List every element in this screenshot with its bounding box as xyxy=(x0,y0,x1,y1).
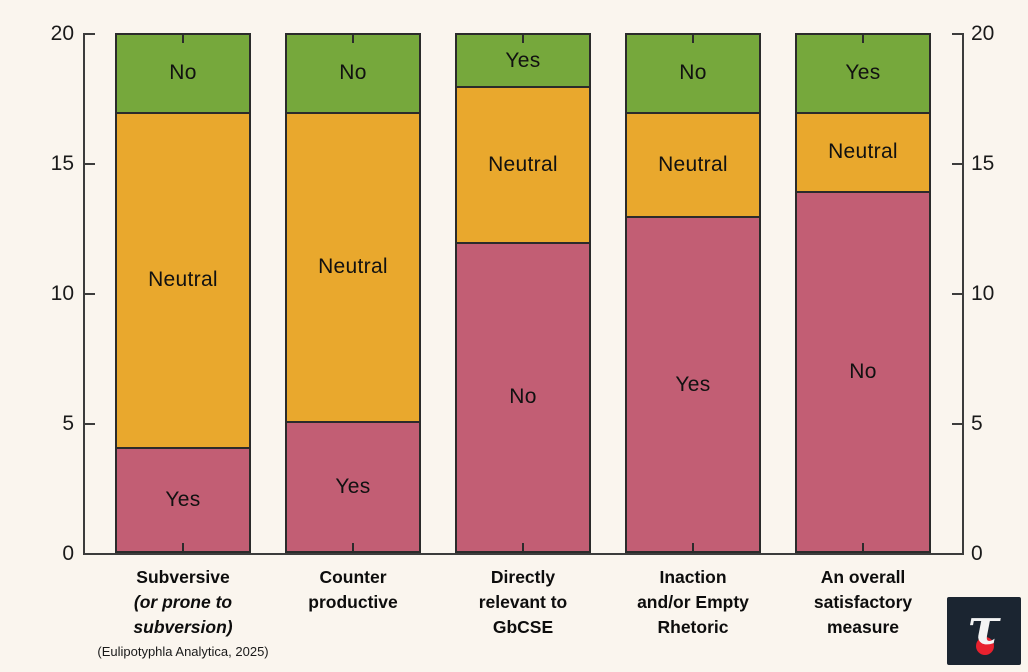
x-tick-bottom xyxy=(522,543,524,551)
bar-segment-no: No xyxy=(457,241,589,551)
category-label-line: satisfactory xyxy=(813,592,913,612)
category-label-line: Directly xyxy=(490,567,556,587)
category-label-line: (or prone to xyxy=(133,592,233,612)
category-label: Subversive (or prone to subversion) (Eulipo… xyxy=(91,565,275,661)
x-tick-top xyxy=(862,35,864,43)
stacked-bar: No Neutral Yes xyxy=(115,33,251,553)
y-tick-label-right: 10 xyxy=(971,282,995,305)
x-tick-top xyxy=(182,35,184,43)
y-tick-label-left: 5 xyxy=(62,412,74,435)
bar-segment-neutral: Neutral xyxy=(797,111,929,191)
segment-label: Yes xyxy=(845,61,881,85)
bar-segment-neutral: Neutral xyxy=(117,111,249,447)
x-tick-top xyxy=(692,35,694,43)
y-tick-label-left: 15 xyxy=(50,152,74,175)
category-label-line: productive xyxy=(308,592,398,612)
y-tick-left xyxy=(85,423,95,425)
y-tick-label-left: 0 xyxy=(62,542,74,565)
segment-label: Neutral xyxy=(148,268,218,292)
y-tick-left xyxy=(85,293,95,295)
x-tick-bottom xyxy=(352,543,354,551)
y-tick-label-left: 20 xyxy=(50,22,74,45)
segment-label: No xyxy=(849,359,877,383)
category-label-line: Inaction xyxy=(659,567,727,587)
category-label-line: subversion) xyxy=(133,617,233,637)
bar-segment-yes: Yes xyxy=(117,446,249,551)
category-label: Counter productive xyxy=(261,565,445,615)
y-tick-left xyxy=(85,33,95,35)
x-tick-bottom xyxy=(692,543,694,551)
y-tick-label-right: 20 xyxy=(971,22,995,45)
segment-label: No xyxy=(169,61,197,85)
bar-segment-no: No xyxy=(627,35,759,112)
segment-label: Neutral xyxy=(658,153,728,176)
stacked-bar: Yes Neutral No xyxy=(455,33,591,553)
y-tick-label-right: 5 xyxy=(971,412,983,435)
x-tick-bottom xyxy=(862,543,864,551)
bar-segment-neutral: Neutral xyxy=(627,111,759,217)
segment-label: Yes xyxy=(335,475,371,498)
segment-label: Yes xyxy=(675,372,711,396)
y-tick-right xyxy=(952,553,962,555)
category-label-line: GbCSE xyxy=(492,617,554,637)
category-label-line: relevant to xyxy=(478,592,568,612)
y-tick-right xyxy=(952,33,962,35)
stacked-bar: No Neutral Yes xyxy=(625,33,761,553)
y-tick-left xyxy=(85,163,95,165)
bar-segment-no: No xyxy=(117,35,249,112)
stacked-bar: Yes Neutral No xyxy=(795,33,931,553)
stacked-bar: No Neutral Yes xyxy=(285,33,421,553)
x-tick-top xyxy=(352,35,354,43)
y-tick-label-left: 10 xyxy=(50,282,74,305)
tau-logo-icon: τ xyxy=(967,597,1001,656)
bar-segment-yes: Yes xyxy=(457,35,589,87)
bar-segment-yes: Yes xyxy=(287,421,419,551)
category-label-line: measure xyxy=(827,617,899,637)
category-label-line: Rhetoric xyxy=(657,617,729,637)
bar-segment-yes: Yes xyxy=(797,35,929,112)
logo-accent-dot xyxy=(976,637,994,655)
bar-segment-neutral: Neutral xyxy=(457,86,589,242)
brand-logo: τ xyxy=(947,597,1021,665)
category-label-line: Subversive xyxy=(136,567,230,587)
category-label-line: and/or Empty xyxy=(637,592,749,612)
y-tick-right xyxy=(952,423,962,425)
segment-label: Neutral xyxy=(828,140,898,164)
y-tick-label-right: 15 xyxy=(971,152,995,175)
x-tick-top xyxy=(522,35,524,43)
category-footnote: (Eulipotyphla Analytica, 2025) xyxy=(97,644,269,659)
x-tick-bottom xyxy=(182,543,184,551)
segment-label: No xyxy=(509,385,537,409)
category-label-line: Counter xyxy=(319,567,387,587)
y-axis-right xyxy=(962,33,964,555)
bar-segment-neutral: Neutral xyxy=(287,111,419,421)
segment-label: No xyxy=(679,61,707,85)
y-tick-right xyxy=(952,163,962,165)
y-tick-left xyxy=(85,553,95,555)
y-axis-left xyxy=(83,33,85,555)
category-label: Inaction and/or Empty Rhetoric xyxy=(601,565,785,640)
segment-label: Yes xyxy=(165,487,201,511)
segment-label: Yes xyxy=(505,48,541,72)
segment-label: Neutral xyxy=(488,153,558,176)
category-label-line: An overall xyxy=(820,567,906,587)
segment-label: Neutral xyxy=(318,255,388,279)
y-tick-label-right: 0 xyxy=(971,542,983,565)
segment-label: No xyxy=(339,61,367,85)
y-tick-right xyxy=(952,293,962,295)
category-label: An overall satisfactory measure xyxy=(771,565,955,640)
bar-segment-no: No xyxy=(797,190,929,551)
x-axis xyxy=(83,553,964,555)
bar-segment-no: No xyxy=(287,35,419,112)
bar-segment-yes: Yes xyxy=(627,216,759,551)
category-label: Directly relevant to GbCSE xyxy=(431,565,615,640)
